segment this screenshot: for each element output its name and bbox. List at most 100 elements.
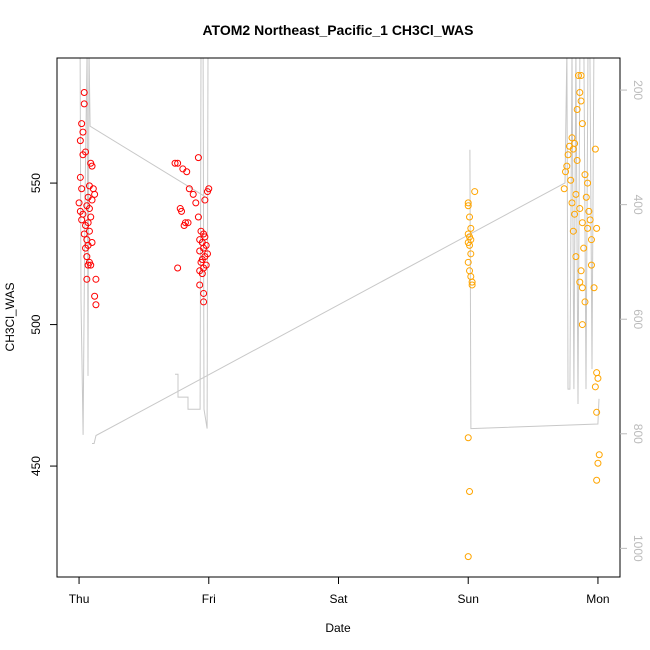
- x-tick-label: Thu: [69, 592, 90, 606]
- data-point: [591, 383, 599, 391]
- data-point: [466, 488, 474, 496]
- data-point: [83, 253, 91, 261]
- data-point: [587, 236, 595, 244]
- data-point: [181, 219, 189, 227]
- data-point: [189, 190, 197, 198]
- data-point: [171, 159, 179, 167]
- data-point: [569, 227, 577, 235]
- data-point: [174, 264, 182, 272]
- data-point: [79, 128, 87, 136]
- data-point: [581, 298, 589, 306]
- data-point: [467, 224, 475, 232]
- y2-tick-label: 200: [631, 80, 645, 100]
- data-point: [571, 210, 579, 218]
- data-point: [564, 151, 572, 159]
- data-point: [572, 190, 580, 198]
- data-point: [80, 89, 88, 97]
- data-point: [577, 267, 585, 275]
- data-point: [593, 408, 601, 416]
- data-point: [183, 168, 191, 176]
- chart-title: ATOM2 Northeast_Pacific_1 CH3Cl_WAS: [202, 22, 473, 38]
- data-point: [92, 275, 100, 283]
- data-point: [468, 278, 476, 286]
- y2-tick-label: 400: [631, 195, 645, 215]
- data-point: [87, 159, 95, 167]
- data-point: [467, 250, 475, 258]
- data-point: [471, 188, 479, 196]
- data-line: [79, 58, 600, 444]
- y-tick-label: 450: [29, 456, 43, 476]
- data-point: [200, 298, 208, 306]
- data-point: [464, 199, 472, 207]
- y-tick-label: 550: [29, 173, 43, 193]
- data-point: [197, 258, 205, 266]
- data-point: [75, 199, 83, 207]
- data-point: [85, 205, 93, 213]
- y-axis-label: CH3Cl_WAS: [3, 283, 17, 352]
- x-tick-label: Sat: [329, 592, 348, 606]
- data-point: [468, 281, 476, 289]
- data-point: [201, 233, 209, 241]
- data-point: [569, 145, 577, 153]
- data-point: [586, 216, 594, 224]
- data-point: [464, 202, 472, 210]
- data-point: [591, 145, 599, 153]
- data-point: [581, 171, 589, 179]
- data-point: [578, 284, 586, 292]
- data-point: [464, 553, 472, 561]
- data-point: [87, 213, 95, 221]
- data-point: [578, 219, 586, 227]
- data-point: [594, 374, 602, 382]
- data-point: [178, 207, 186, 215]
- data-point: [573, 156, 581, 164]
- data-point: [87, 261, 95, 269]
- data-point: [82, 222, 90, 230]
- data-point: [568, 199, 576, 207]
- data-point: [203, 188, 211, 196]
- data-point: [594, 459, 602, 467]
- data-point: [194, 213, 202, 221]
- data-point: [78, 216, 86, 224]
- data-point: [572, 253, 580, 261]
- data-point: [585, 207, 593, 215]
- data-point: [578, 120, 586, 128]
- data-point: [584, 224, 592, 232]
- x-axis-label: Date: [325, 621, 351, 635]
- data-point: [80, 100, 88, 108]
- data-point: [576, 205, 584, 213]
- data-point: [82, 244, 90, 252]
- data-point: [587, 261, 595, 269]
- data-point: [194, 154, 202, 162]
- data-point: [88, 196, 96, 204]
- data-point: [576, 278, 584, 286]
- plot-area: [75, 58, 603, 561]
- data-point: [198, 270, 206, 278]
- data-point: [78, 185, 86, 193]
- data-point: [91, 190, 99, 198]
- data-point: [576, 89, 584, 97]
- x-tick-label: Mon: [586, 592, 609, 606]
- data-point: [91, 292, 99, 300]
- x-tick-label: Sun: [458, 592, 479, 606]
- data-point: [582, 193, 590, 201]
- data-point: [562, 168, 570, 176]
- data-point: [85, 182, 93, 190]
- x-tick-label: Fri: [202, 592, 216, 606]
- data-point: [573, 106, 581, 114]
- data-point: [80, 230, 88, 238]
- data-point: [201, 196, 209, 204]
- data-point: [466, 213, 474, 221]
- data-point: [92, 301, 100, 309]
- y2-tick-label: 1000: [631, 535, 645, 562]
- data-point: [593, 224, 601, 232]
- y2-tick-label: 600: [631, 309, 645, 329]
- data-point: [82, 148, 90, 156]
- data-point: [560, 185, 568, 193]
- data-point: [76, 173, 84, 181]
- data-point: [593, 476, 601, 484]
- data-point: [174, 159, 182, 167]
- y-tick-label: 500: [29, 314, 43, 334]
- data-point: [568, 134, 576, 142]
- data-point: [578, 321, 586, 329]
